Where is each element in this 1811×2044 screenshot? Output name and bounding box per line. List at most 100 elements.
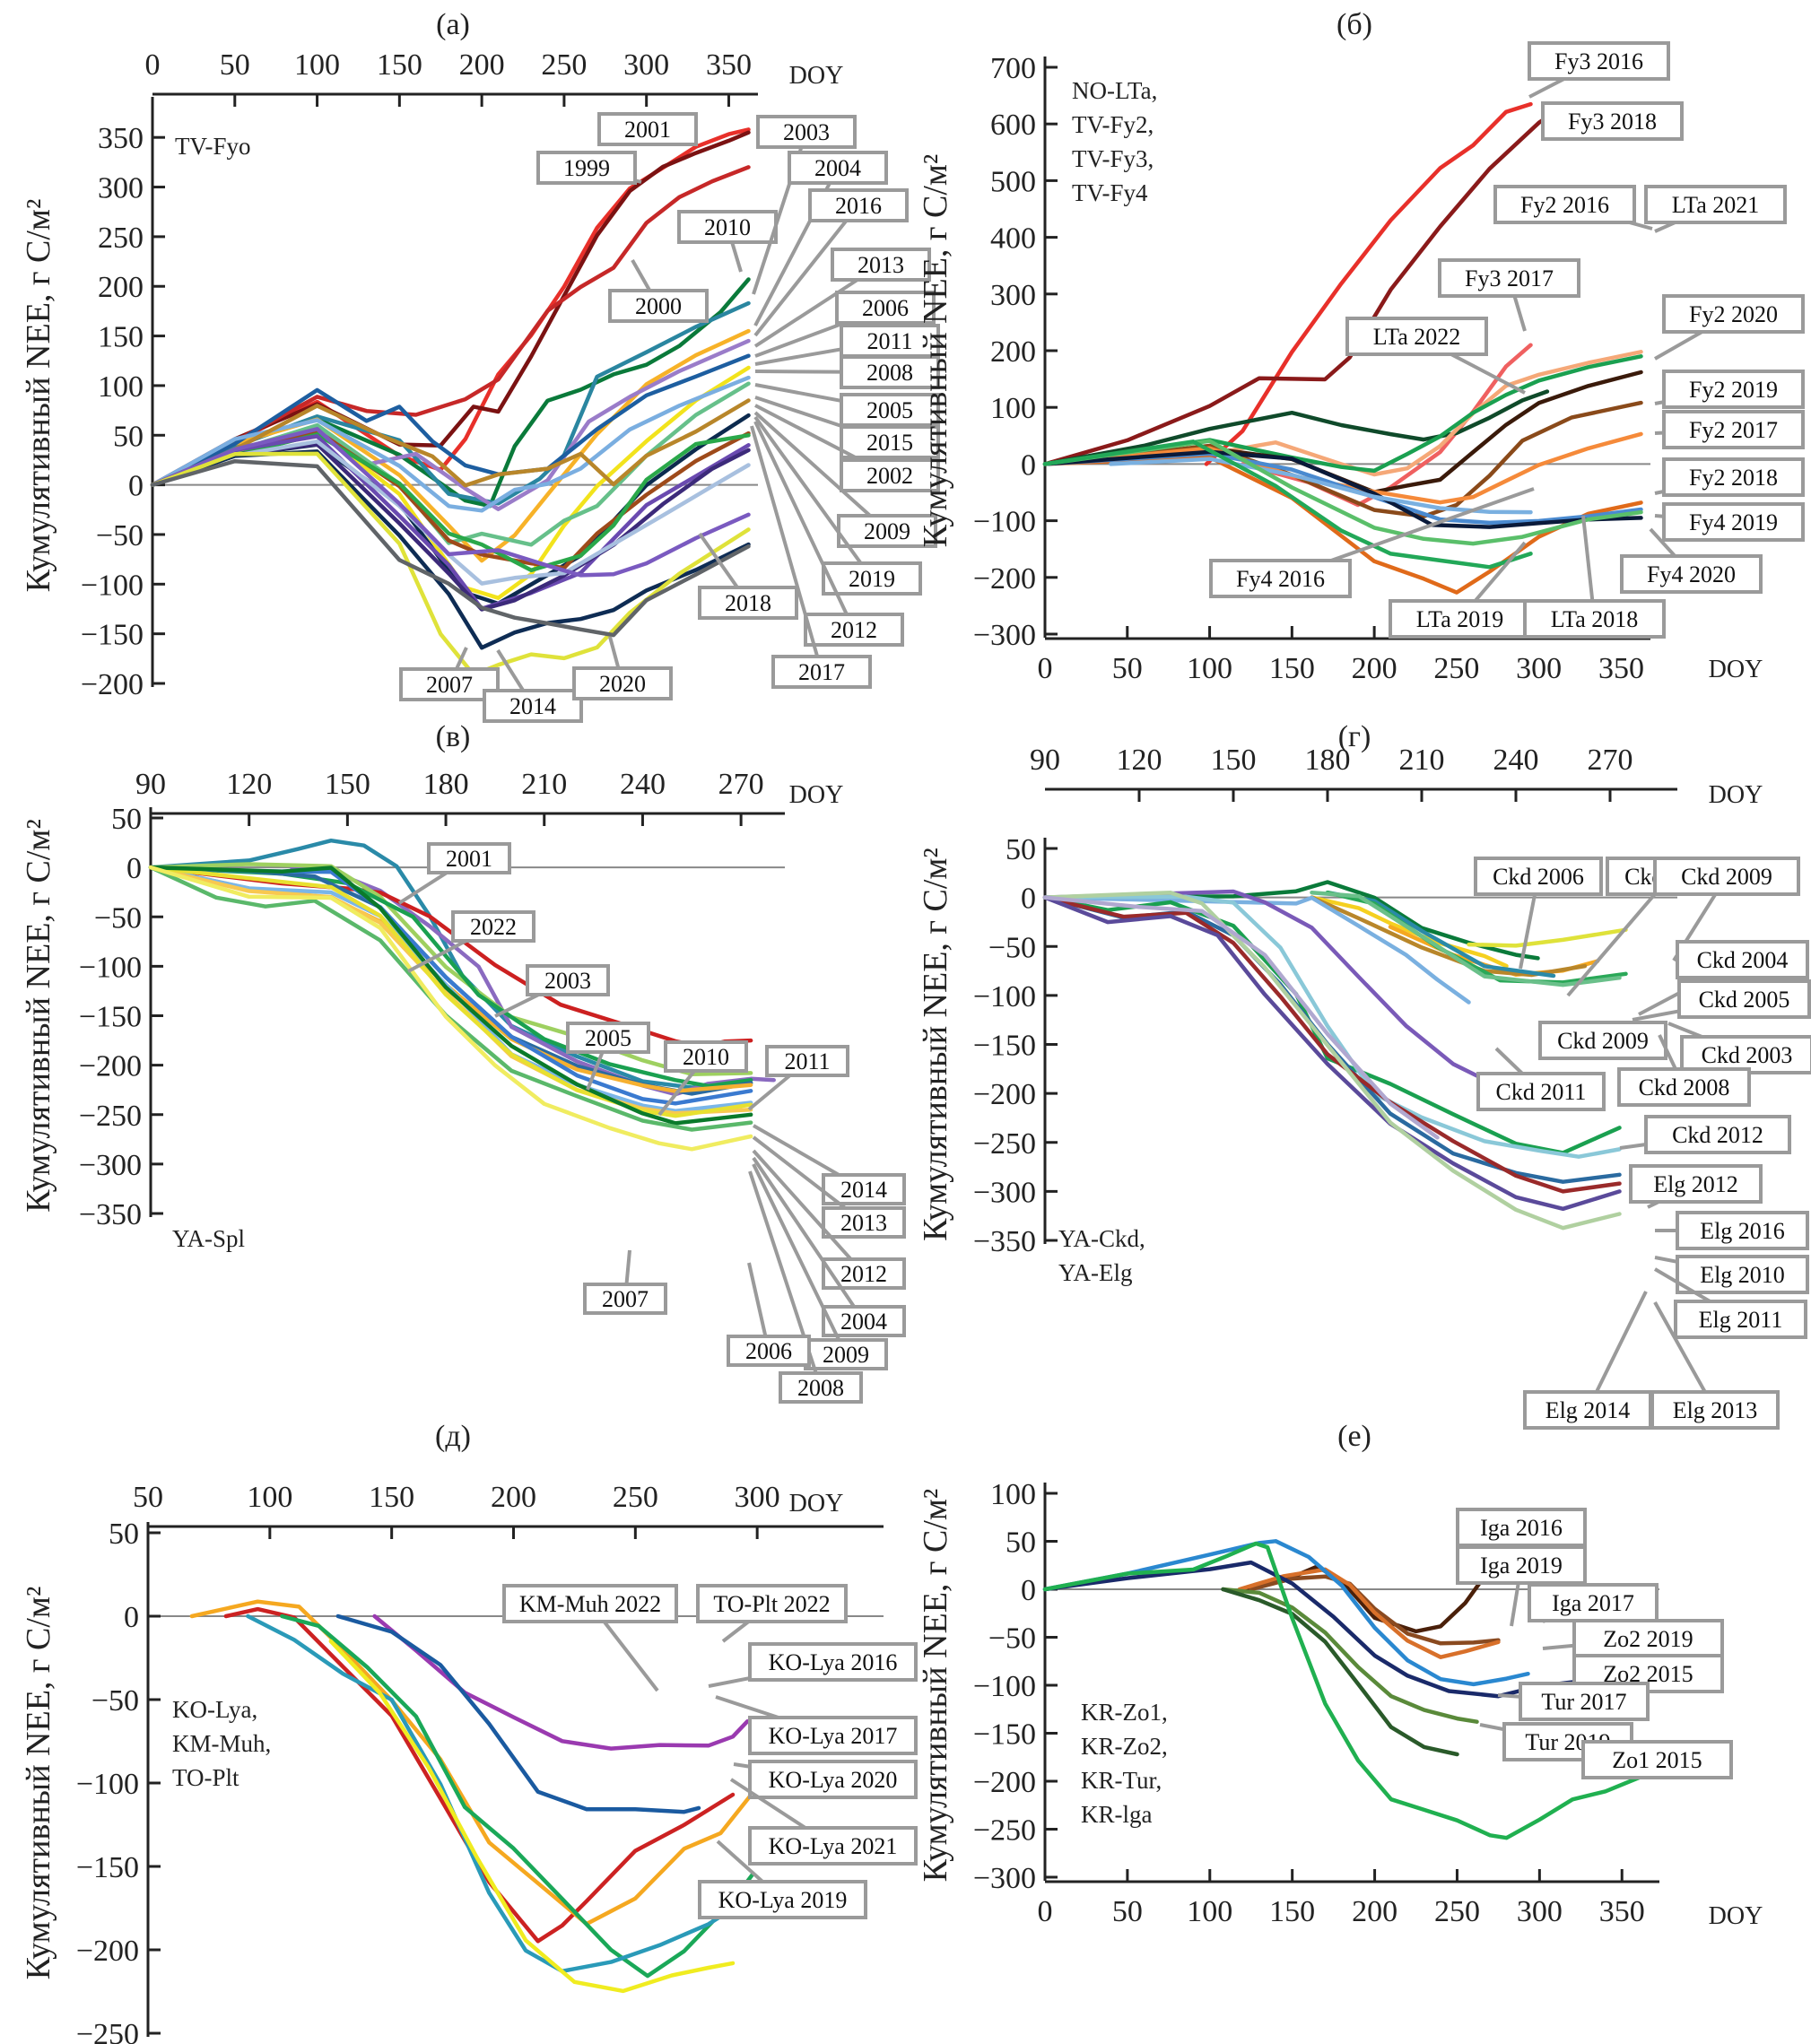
x-tick-label: 100	[247, 1481, 292, 1514]
x-tick-label: 210	[521, 768, 567, 801]
annotation-box	[727, 1335, 811, 1367]
annotation-label: 2016	[835, 193, 882, 219]
annotation-box	[399, 667, 500, 701]
annotation-box	[677, 210, 778, 244]
annotation-box	[1644, 185, 1787, 224]
x-tick-label: 150	[1211, 744, 1257, 777]
y-tick-label: −50	[91, 1684, 139, 1718]
annotation-label: Ckd 2003	[1702, 1042, 1793, 1068]
series-line-2018	[150, 427, 751, 578]
series-line-elg-2011	[1042, 895, 1622, 1194]
annotation-box	[840, 458, 940, 492]
series-group	[1042, 101, 1643, 595]
annotation-label: 2008	[866, 360, 913, 386]
x-axis-label: DOY	[1709, 656, 1763, 683]
series-line-fy3-2017	[1241, 343, 1533, 508]
series-line-elg-2014	[1042, 890, 1622, 1231]
annotation-box	[748, 1760, 918, 1799]
annotation-box	[822, 561, 922, 596]
series-line-2022	[289, 865, 776, 1097]
series-line-zo1-2015	[1042, 1541, 1650, 1840]
annotation-leader	[752, 1163, 848, 1355]
panel-a: (a)−200−150−100−500501001502002503003500…	[20, 8, 940, 723]
series-group	[189, 1599, 754, 1994]
annotation-label: 2005	[585, 1025, 631, 1051]
annotation-box	[748, 1716, 918, 1755]
annotation-box	[1438, 258, 1580, 298]
annotations: 2001 1999 2000 2010 2003 2004 2016 2013 2006 2011…	[399, 112, 940, 723]
y-tick-label: 0	[1021, 1574, 1036, 1607]
annotation-box	[748, 1826, 918, 1866]
series-line-ko-lya-2020	[280, 1613, 754, 1979]
annotation-box	[804, 613, 904, 647]
y-tick-label: 50	[1006, 1526, 1036, 1560]
annotation-label: Ckd 2012	[1672, 1122, 1763, 1148]
annotation-label: 2018	[725, 590, 771, 616]
annotation-box	[804, 1338, 888, 1370]
annotation-box	[831, 248, 931, 282]
annotation-leader	[753, 415, 874, 580]
series-line-fy4-2016	[1109, 457, 1533, 515]
panel-title: (б)	[1336, 8, 1372, 41]
series-line-ko-lya-2021	[246, 1613, 754, 1974]
x-tick-label: 240	[1493, 744, 1539, 777]
annotation-box	[1620, 554, 1763, 594]
annotation-box	[1541, 101, 1684, 141]
x-tick-label: 90	[1030, 744, 1060, 777]
y-tick-label: −350	[973, 1225, 1036, 1258]
annotation-label: 2020	[599, 671, 646, 697]
y-tick-label: 100	[990, 392, 1036, 425]
y-tick-label: −200	[973, 1766, 1036, 1799]
site-label: KM-Muh,	[172, 1730, 271, 1757]
series-line-elg-2016	[1042, 894, 1622, 1159]
site-label: NO-LTa,	[1072, 77, 1157, 104]
x-tick-label: 150	[369, 1481, 414, 1514]
annotation-box	[1523, 1390, 1652, 1430]
annotation-label: Elg 2011	[1699, 1307, 1783, 1333]
annotation-box	[1650, 1390, 1780, 1430]
site-label: TV-Fyo	[175, 133, 251, 160]
panel-title: (г)	[1338, 720, 1371, 753]
x-tick-label: 50	[1112, 1895, 1143, 1928]
series-line-tur-2017	[1221, 1587, 1479, 1724]
annotation-label: Fy3 2016	[1554, 48, 1643, 74]
annotation-label: 2004	[840, 1309, 887, 1335]
series-line-elg-2015	[1042, 895, 1440, 1140]
y-tick-label: −250	[973, 1127, 1036, 1161]
annotation-label: Ckd 2008	[1639, 1074, 1730, 1100]
annotation-box	[696, 1584, 848, 1623]
x-tick-label: 250	[1433, 652, 1479, 685]
y-tick-label: 50	[113, 420, 144, 453]
y-tick-label: 350	[98, 122, 144, 155]
y-tick-label: 100	[990, 1478, 1036, 1511]
annotation-box	[1572, 1619, 1724, 1658]
annotation-box	[1676, 1211, 1809, 1250]
x-tick-label: 100	[1187, 652, 1232, 685]
annotation-label: 2006	[862, 295, 909, 321]
y-tick-label: −300	[79, 1149, 142, 1182]
y-tick-label: 200	[98, 271, 144, 304]
annotation-box	[1345, 317, 1488, 356]
site-label: YA-Elg	[1058, 1259, 1133, 1286]
annotation-label: Fy2 2018	[1689, 465, 1778, 491]
annotation-label: 2022	[470, 914, 517, 940]
series-line-fy3-2018	[1042, 115, 1550, 466]
y-tick-label: 400	[990, 222, 1036, 256]
annotation-label: Fy2 2019	[1689, 377, 1778, 403]
annotation-box	[771, 655, 872, 689]
annotation-label: 1999	[563, 155, 610, 181]
annotations: 2001 2022 2003 2005 2010 2011 2014 2013 2012 2004…	[397, 842, 906, 1404]
y-axis-label: Кумулятивный NEE, г C/м²	[20, 1587, 57, 1980]
x-tick-label: 50	[1112, 652, 1143, 685]
annotation-box	[1209, 559, 1352, 598]
annotation-box	[840, 355, 940, 389]
annotation-box	[840, 425, 940, 459]
annotation-leader	[753, 204, 860, 337]
annotation-label: Fy3 2018	[1568, 109, 1657, 135]
y-tick-label: −100	[79, 951, 142, 984]
annotation-label: Iga 2017	[1552, 1590, 1634, 1616]
panel-title: (a)	[436, 8, 470, 41]
annotation-box	[1662, 502, 1805, 542]
annotation-label: Fy2 2020	[1689, 301, 1778, 327]
annotation-label: 2011	[866, 328, 912, 354]
